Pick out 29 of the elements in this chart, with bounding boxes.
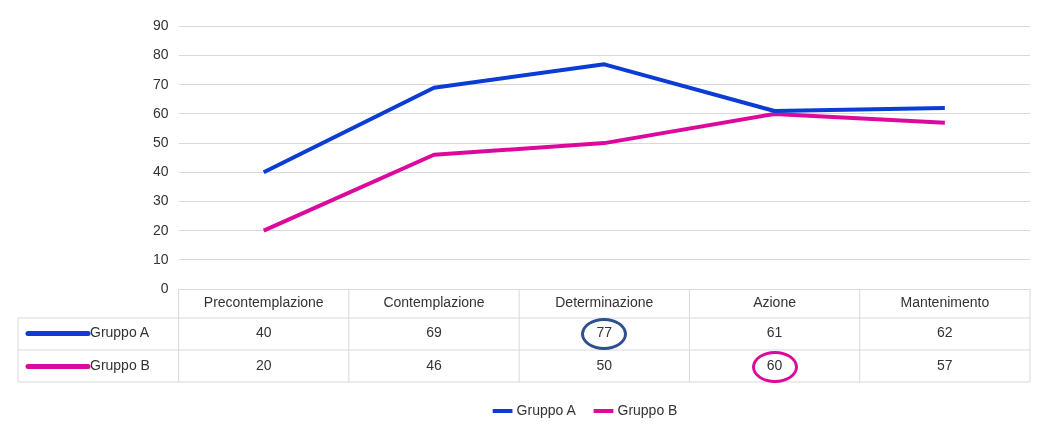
x-tick-label: Mantenimento (900, 294, 990, 311)
text: Gruppo A (516, 401, 576, 418)
data-label: 46 (426, 357, 442, 374)
data-label: 57 (937, 357, 953, 374)
data-label: 20 (255, 357, 272, 374)
data-label: 62 (937, 324, 953, 341)
data-label: 77 (596, 324, 613, 341)
y-tick-label: 20 (152, 221, 169, 238)
x-tick-label: Azione (753, 294, 797, 311)
y-tick-label: 60 (152, 104, 169, 121)
x-tick-label: Precontemplazione (203, 294, 324, 311)
data-label: 40 (255, 324, 272, 341)
legend-label: Gruppo A (90, 324, 150, 341)
y-tick-label: 0 (160, 279, 169, 296)
y-tick-label: 10 (152, 250, 169, 267)
y-tick-label: 80 (152, 46, 169, 63)
y-tick-label: 40 (152, 163, 169, 180)
x-tick-label: Determinazione (555, 294, 654, 311)
x-tick-label: Contemplazione (383, 294, 485, 311)
y-tick-label: 90 (152, 17, 169, 34)
y-tick-label: 30 (152, 192, 169, 209)
y-tick-label: 50 (152, 133, 169, 150)
text: Gruppo B (617, 401, 678, 418)
data-label: 60 (766, 357, 783, 374)
data-label: 50 (596, 357, 613, 374)
legend-label: Gruppo B (90, 357, 150, 374)
y-tick-label: 70 (152, 75, 169, 92)
data-label: 69 (426, 324, 442, 341)
data-label: 61 (766, 324, 783, 341)
